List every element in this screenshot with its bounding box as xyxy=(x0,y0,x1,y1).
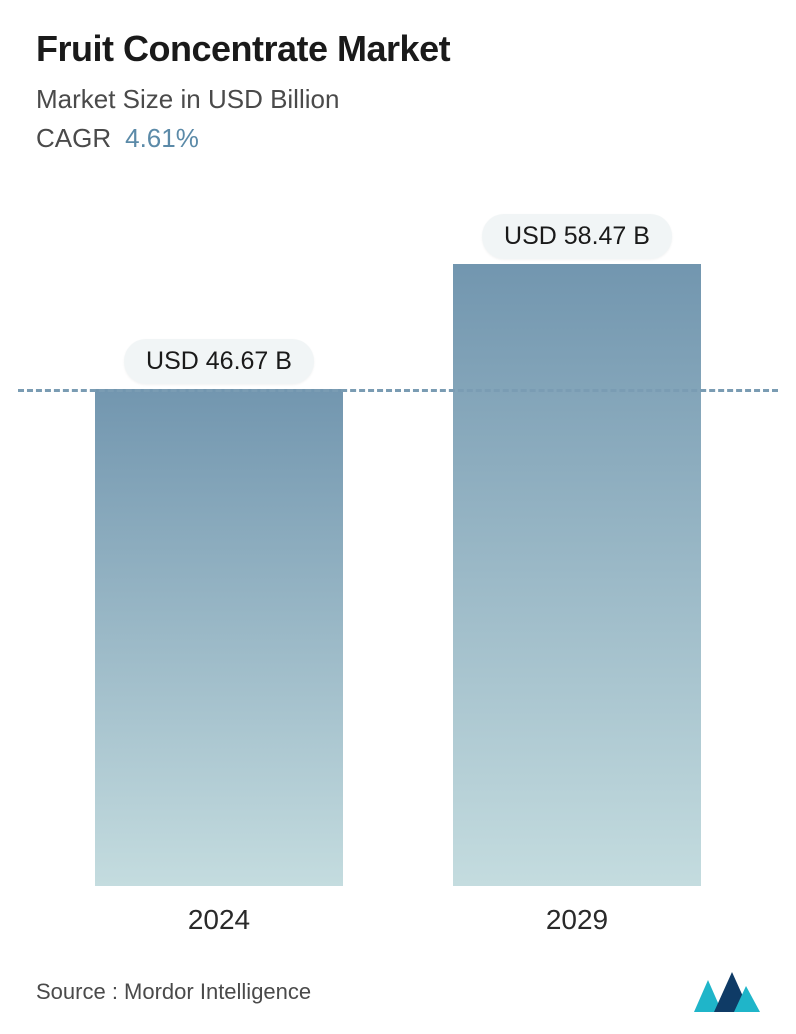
source-text: Source : Mordor Intelligence xyxy=(36,979,311,1005)
cagr-value: 4.61% xyxy=(125,123,199,154)
bar-col-0: USD 46.67 B xyxy=(95,389,343,886)
bar-col-1: USD 58.47 B xyxy=(453,264,701,886)
chart-title: Fruit Concentrate Market xyxy=(36,28,760,70)
cagr-row: CAGR 4.61% xyxy=(36,123,760,154)
chart-footer: Source : Mordor Intelligence xyxy=(36,972,760,1012)
value-label-2024: USD 46.67 B xyxy=(124,339,314,384)
bar-fill-2029 xyxy=(453,264,701,886)
chart-subtitle: Market Size in USD Billion xyxy=(36,84,760,115)
x-axis-labels: 2024 2029 xyxy=(0,904,796,936)
x-label-1: 2029 xyxy=(453,904,701,936)
bar-fill-2024 xyxy=(95,389,343,886)
x-label-0: 2024 xyxy=(95,904,343,936)
mordor-logo-icon xyxy=(694,972,760,1012)
chart-header: Fruit Concentrate Market Market Size in … xyxy=(0,0,796,154)
bar-2024: USD 46.67 B xyxy=(95,389,343,886)
bar-2029: USD 58.47 B xyxy=(453,264,701,886)
cagr-label: CAGR xyxy=(36,123,111,154)
bar-chart: USD 46.67 B USD 58.47 B 2024 2029 xyxy=(0,210,796,930)
value-label-2029: USD 58.47 B xyxy=(482,214,672,259)
bars-row: USD 46.67 B USD 58.47 B xyxy=(0,226,796,886)
